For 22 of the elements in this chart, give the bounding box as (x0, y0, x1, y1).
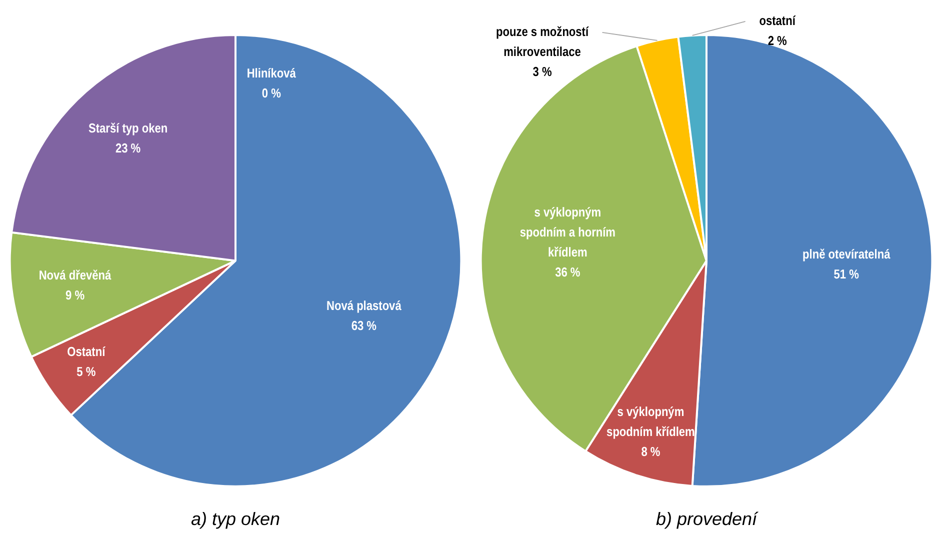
text: a) typ oken (190, 509, 280, 530)
slice-label: s výklopným spodním a horním křídlem (520, 204, 616, 260)
slice-label: Nová plastová (326, 298, 402, 314)
slice-label: plně otevíratelná (802, 246, 890, 262)
data-label: 23 % (115, 140, 141, 156)
slice-label: pouze s možností mikroventilace (496, 24, 590, 60)
data-label: 9 % (65, 288, 85, 303)
data-label: 8 % (641, 444, 660, 460)
data-label: 2 % (768, 33, 788, 48)
data-label: 3 % (532, 64, 552, 80)
data-label: 36 % (555, 264, 581, 280)
slice-label: s výklopným spodním křídlem (606, 404, 695, 440)
slice-label: ostatní (759, 13, 796, 28)
slice-label: Ostatní (67, 344, 106, 359)
data-label: 51 % (834, 266, 860, 282)
slice-label: Starší typ oken (88, 120, 168, 136)
data-label: 63 % (351, 318, 377, 334)
text: 0 % (262, 85, 281, 101)
data-label: 5 % (76, 364, 96, 379)
category-label: Hliníková (246, 65, 296, 81)
slice-label: Nová dřevěná (38, 268, 112, 283)
text: b) provedení (656, 509, 760, 530)
